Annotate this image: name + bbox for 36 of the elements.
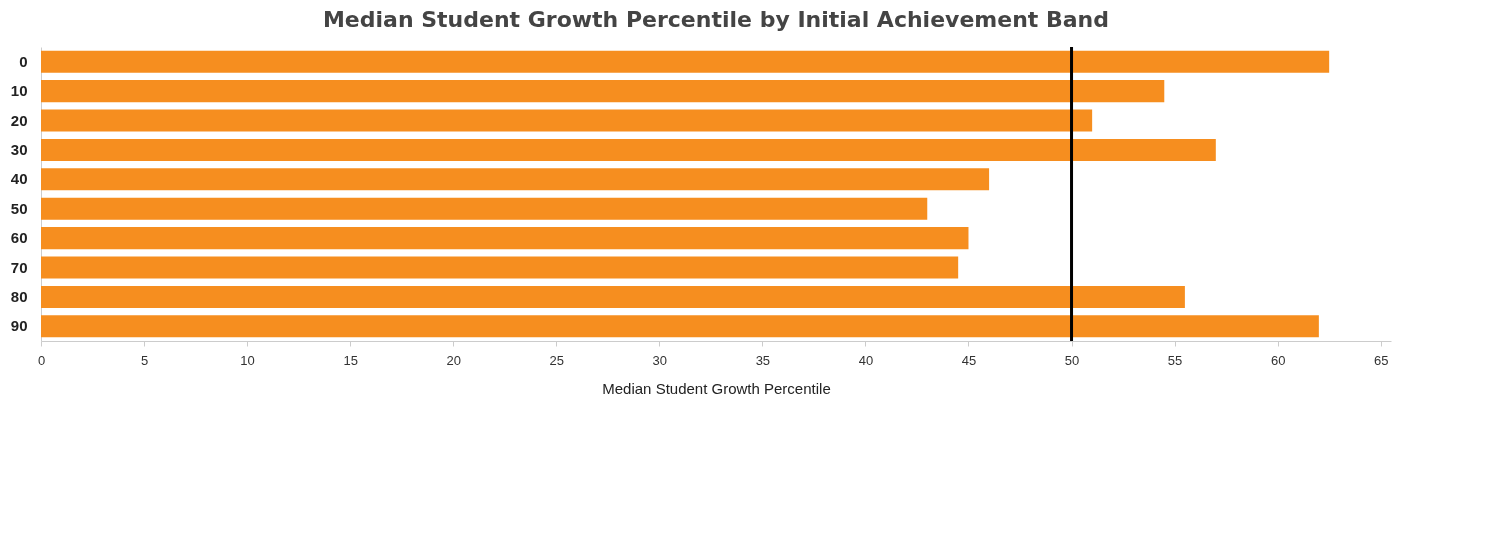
x-tick-label: 50 [1064,352,1080,368]
x-tick-label: 15 [343,352,358,368]
y-tick-label: 30 [10,140,28,158]
bar [41,138,1216,161]
x-axis-title: Median Student Growth Percentile [602,379,831,397]
bar [41,227,969,250]
x-tick-label: 45 [961,352,977,368]
chart-title: Median Student Growth Percentile by Initial Achievement Band [322,6,1110,32]
x-tick-label: 40 [858,352,874,368]
x-tick-label: 0 [37,352,46,368]
bar [41,197,928,220]
bar [41,315,1319,338]
bar [41,285,1185,308]
x-tick-label: 5 [140,352,149,368]
y-tick-label: 70 [10,258,28,276]
x-tick-label: 20 [446,352,461,368]
x-tick-label: 25 [549,352,564,368]
x-tick-label: 30 [652,352,668,368]
x-tick-label: 35 [755,352,771,368]
x-tick-label: 55 [1167,352,1183,368]
y-tick-label: 20 [10,111,28,129]
bar [41,109,1093,132]
bar [41,50,1330,73]
bar [41,256,959,279]
x-tick-label: 65 [1373,352,1389,368]
x-tick-label: 10 [240,352,255,368]
bar [41,168,990,191]
y-tick-label: 60 [10,229,28,247]
bar [41,80,1165,103]
y-tick-label: 0 [19,52,28,70]
y-tick-label: 50 [10,199,28,217]
x-tick-label: 60 [1270,352,1286,368]
y-tick-label: 10 [10,82,28,100]
y-tick-label: 90 [10,317,28,335]
y-tick-label: 80 [10,287,28,305]
y-tick-label: 40 [10,170,28,188]
